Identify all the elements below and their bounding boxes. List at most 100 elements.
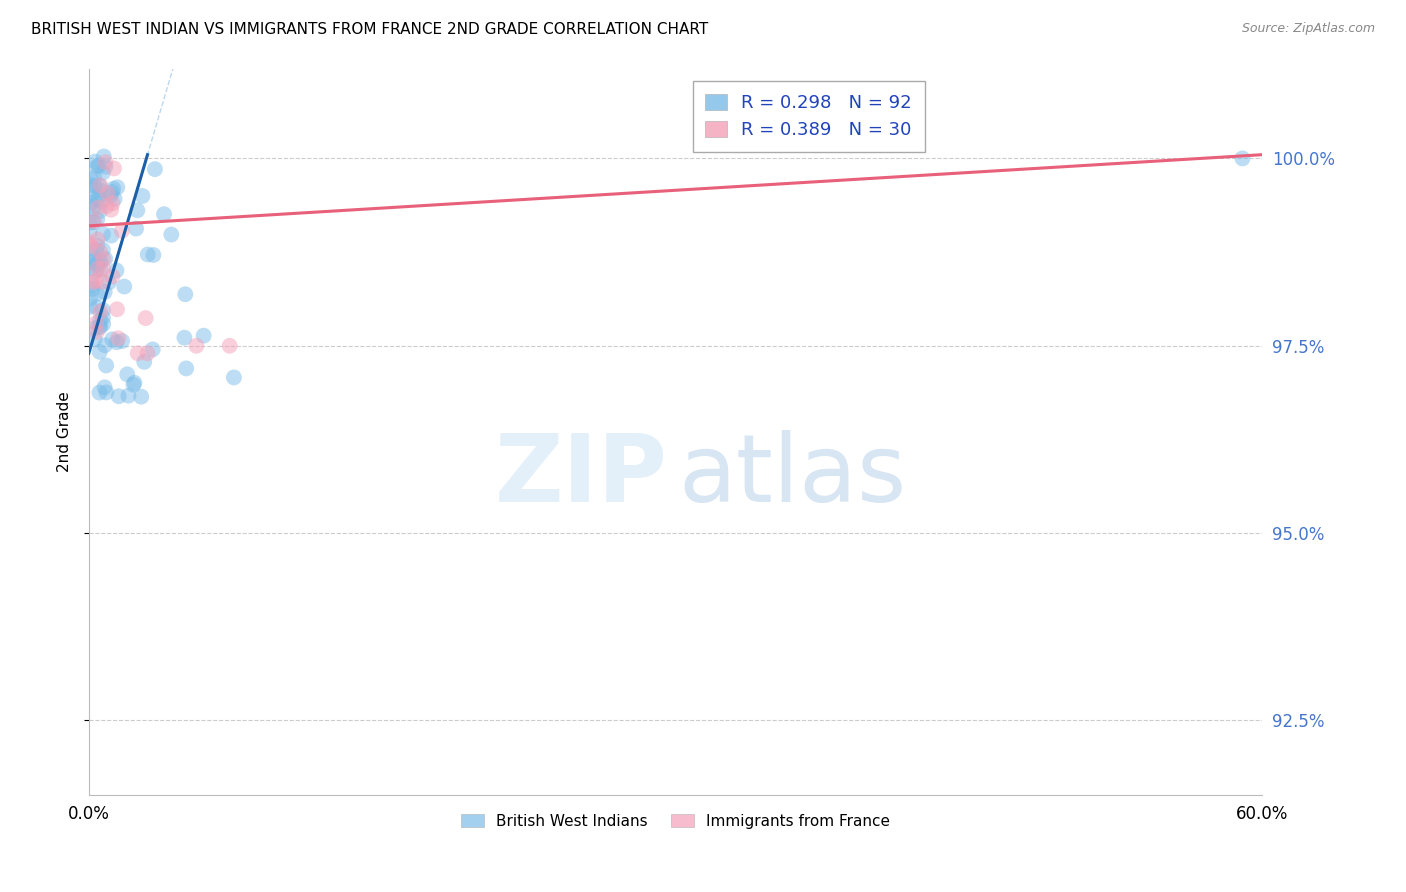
Point bbox=[86, 301, 108, 315]
Point bbox=[84, 274, 107, 288]
Point bbox=[89, 385, 111, 400]
Point bbox=[86, 325, 108, 339]
Point bbox=[105, 180, 128, 194]
Point bbox=[111, 334, 134, 348]
Point bbox=[94, 359, 117, 373]
Legend: British West Indians, Immigrants from France: British West Indians, Immigrants from Fr… bbox=[456, 808, 896, 835]
Point bbox=[91, 310, 114, 325]
Point bbox=[100, 188, 122, 202]
Point bbox=[107, 331, 129, 345]
Point bbox=[90, 254, 112, 268]
Point bbox=[82, 282, 104, 296]
Point bbox=[80, 187, 103, 202]
Point bbox=[117, 368, 139, 382]
Point bbox=[86, 239, 108, 253]
Point bbox=[89, 178, 111, 193]
Point bbox=[87, 261, 110, 276]
Point bbox=[90, 262, 112, 277]
Point bbox=[93, 149, 115, 163]
Point bbox=[98, 276, 121, 290]
Point bbox=[142, 343, 165, 357]
Text: BRITISH WEST INDIAN VS IMMIGRANTS FROM FRANCE 2ND GRADE CORRELATION CHART: BRITISH WEST INDIAN VS IMMIGRANTS FROM F… bbox=[31, 22, 709, 37]
Text: Source: ZipAtlas.com: Source: ZipAtlas.com bbox=[1241, 22, 1375, 36]
Point bbox=[82, 278, 104, 293]
Point bbox=[124, 376, 146, 390]
Point bbox=[83, 214, 105, 228]
Point bbox=[87, 159, 110, 173]
Point bbox=[174, 361, 197, 376]
Point bbox=[83, 252, 105, 267]
Point bbox=[93, 285, 115, 299]
Point bbox=[86, 232, 108, 246]
Point bbox=[87, 188, 110, 202]
Point bbox=[79, 239, 101, 253]
Point bbox=[103, 161, 125, 176]
Point bbox=[80, 261, 103, 276]
Point bbox=[96, 186, 118, 200]
Point bbox=[100, 202, 122, 217]
Point bbox=[86, 159, 108, 173]
Point bbox=[111, 224, 134, 238]
Point bbox=[89, 305, 111, 319]
Point bbox=[79, 300, 101, 314]
Point bbox=[105, 302, 128, 317]
Point bbox=[84, 321, 107, 335]
Point bbox=[134, 355, 156, 369]
Point bbox=[86, 257, 108, 271]
Point bbox=[135, 311, 157, 326]
Point bbox=[91, 227, 114, 242]
Text: ZIP: ZIP bbox=[495, 430, 668, 522]
Point bbox=[100, 228, 122, 243]
Point bbox=[1232, 152, 1254, 166]
Point bbox=[103, 192, 125, 206]
Point bbox=[105, 335, 128, 350]
Point bbox=[89, 245, 111, 260]
Point bbox=[82, 250, 104, 264]
Point bbox=[129, 390, 152, 404]
Point bbox=[84, 264, 107, 278]
Point bbox=[94, 160, 117, 174]
Point bbox=[82, 275, 104, 289]
Point bbox=[82, 202, 104, 216]
Point bbox=[136, 247, 159, 261]
Point bbox=[193, 328, 215, 343]
Point bbox=[105, 263, 128, 277]
Point bbox=[89, 319, 111, 334]
Point bbox=[91, 275, 114, 289]
Point bbox=[153, 207, 176, 221]
Point bbox=[86, 212, 108, 227]
Point bbox=[127, 346, 149, 360]
Point bbox=[87, 193, 110, 207]
Point bbox=[101, 196, 124, 211]
Point bbox=[89, 178, 111, 193]
Point bbox=[80, 178, 103, 192]
Point bbox=[79, 215, 101, 229]
Point bbox=[83, 170, 105, 185]
Point bbox=[89, 313, 111, 327]
Point bbox=[79, 172, 101, 186]
Point bbox=[96, 199, 118, 213]
Point bbox=[112, 279, 135, 293]
Point bbox=[77, 199, 100, 213]
Point bbox=[79, 195, 101, 210]
Point bbox=[91, 261, 114, 276]
Point bbox=[173, 331, 195, 345]
Point bbox=[91, 303, 114, 318]
Point bbox=[174, 287, 197, 301]
Point bbox=[160, 227, 183, 242]
Point bbox=[91, 317, 114, 331]
Point bbox=[89, 203, 111, 218]
Point bbox=[186, 339, 208, 353]
Point bbox=[91, 165, 114, 179]
Point bbox=[101, 269, 124, 284]
Point bbox=[80, 255, 103, 269]
Point bbox=[101, 332, 124, 346]
Point bbox=[87, 201, 110, 215]
Point bbox=[91, 243, 114, 257]
Point bbox=[86, 286, 108, 301]
Point bbox=[103, 182, 125, 196]
Point bbox=[107, 389, 129, 403]
Point bbox=[89, 344, 111, 359]
Point bbox=[93, 380, 115, 394]
Point bbox=[79, 226, 101, 240]
